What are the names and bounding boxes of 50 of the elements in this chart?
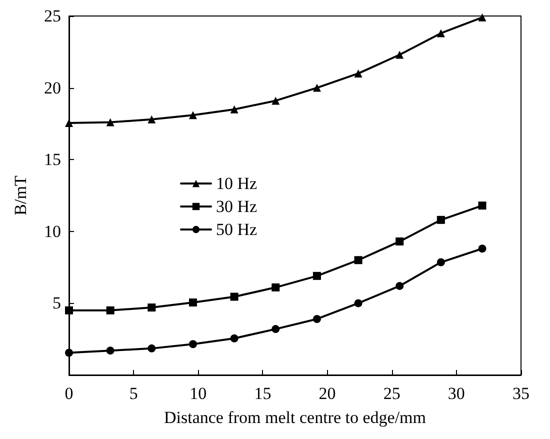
point [436,29,445,38]
point [106,118,114,126]
point [478,13,486,22]
point [106,346,114,355]
point [312,272,321,280]
point [478,244,486,253]
point [478,202,486,210]
legend-label: 30 Hz [216,197,258,216]
point [188,340,197,348]
point [312,315,321,323]
point [272,283,280,292]
point [65,348,73,357]
x-tick-label: 5 [129,384,138,403]
point [396,282,404,290]
point [106,306,114,314]
point [396,237,404,246]
x-axis-title: Distance from melt centre to edge/mm [164,408,426,427]
point [272,325,280,334]
x-tick-label: 15 [254,384,272,403]
point [354,69,362,78]
x-tick-label: 30 [448,384,465,403]
y-axis-title: B/mT [11,175,30,216]
point [436,258,445,266]
point [148,344,156,352]
point [354,299,362,308]
point [272,96,280,105]
y-tick-label: 10 [44,222,61,241]
legend-label: 10 Hz [216,174,258,193]
x-tick-label: 10 [190,384,207,403]
point [148,115,156,124]
point [230,334,238,342]
point [188,298,197,306]
legend-label: 50 Hz [216,220,258,239]
x-tick-label: 35 [512,384,530,403]
point [230,292,238,301]
x-tick-label: 25 [383,384,400,403]
y-tick-label: 15 [44,150,61,170]
x-tick-label: 0 [64,384,74,403]
point [65,306,73,314]
x-tick-label: 20 [318,384,336,403]
y-tick-label: 20 [44,78,61,98]
y-tick-label: 5 [52,294,61,313]
point [312,84,321,92]
point [354,256,362,264]
point [188,111,197,120]
point [436,216,445,224]
y-tick-label: 25 [44,6,61,26]
point [396,50,404,59]
point [230,105,238,114]
point [148,304,156,312]
